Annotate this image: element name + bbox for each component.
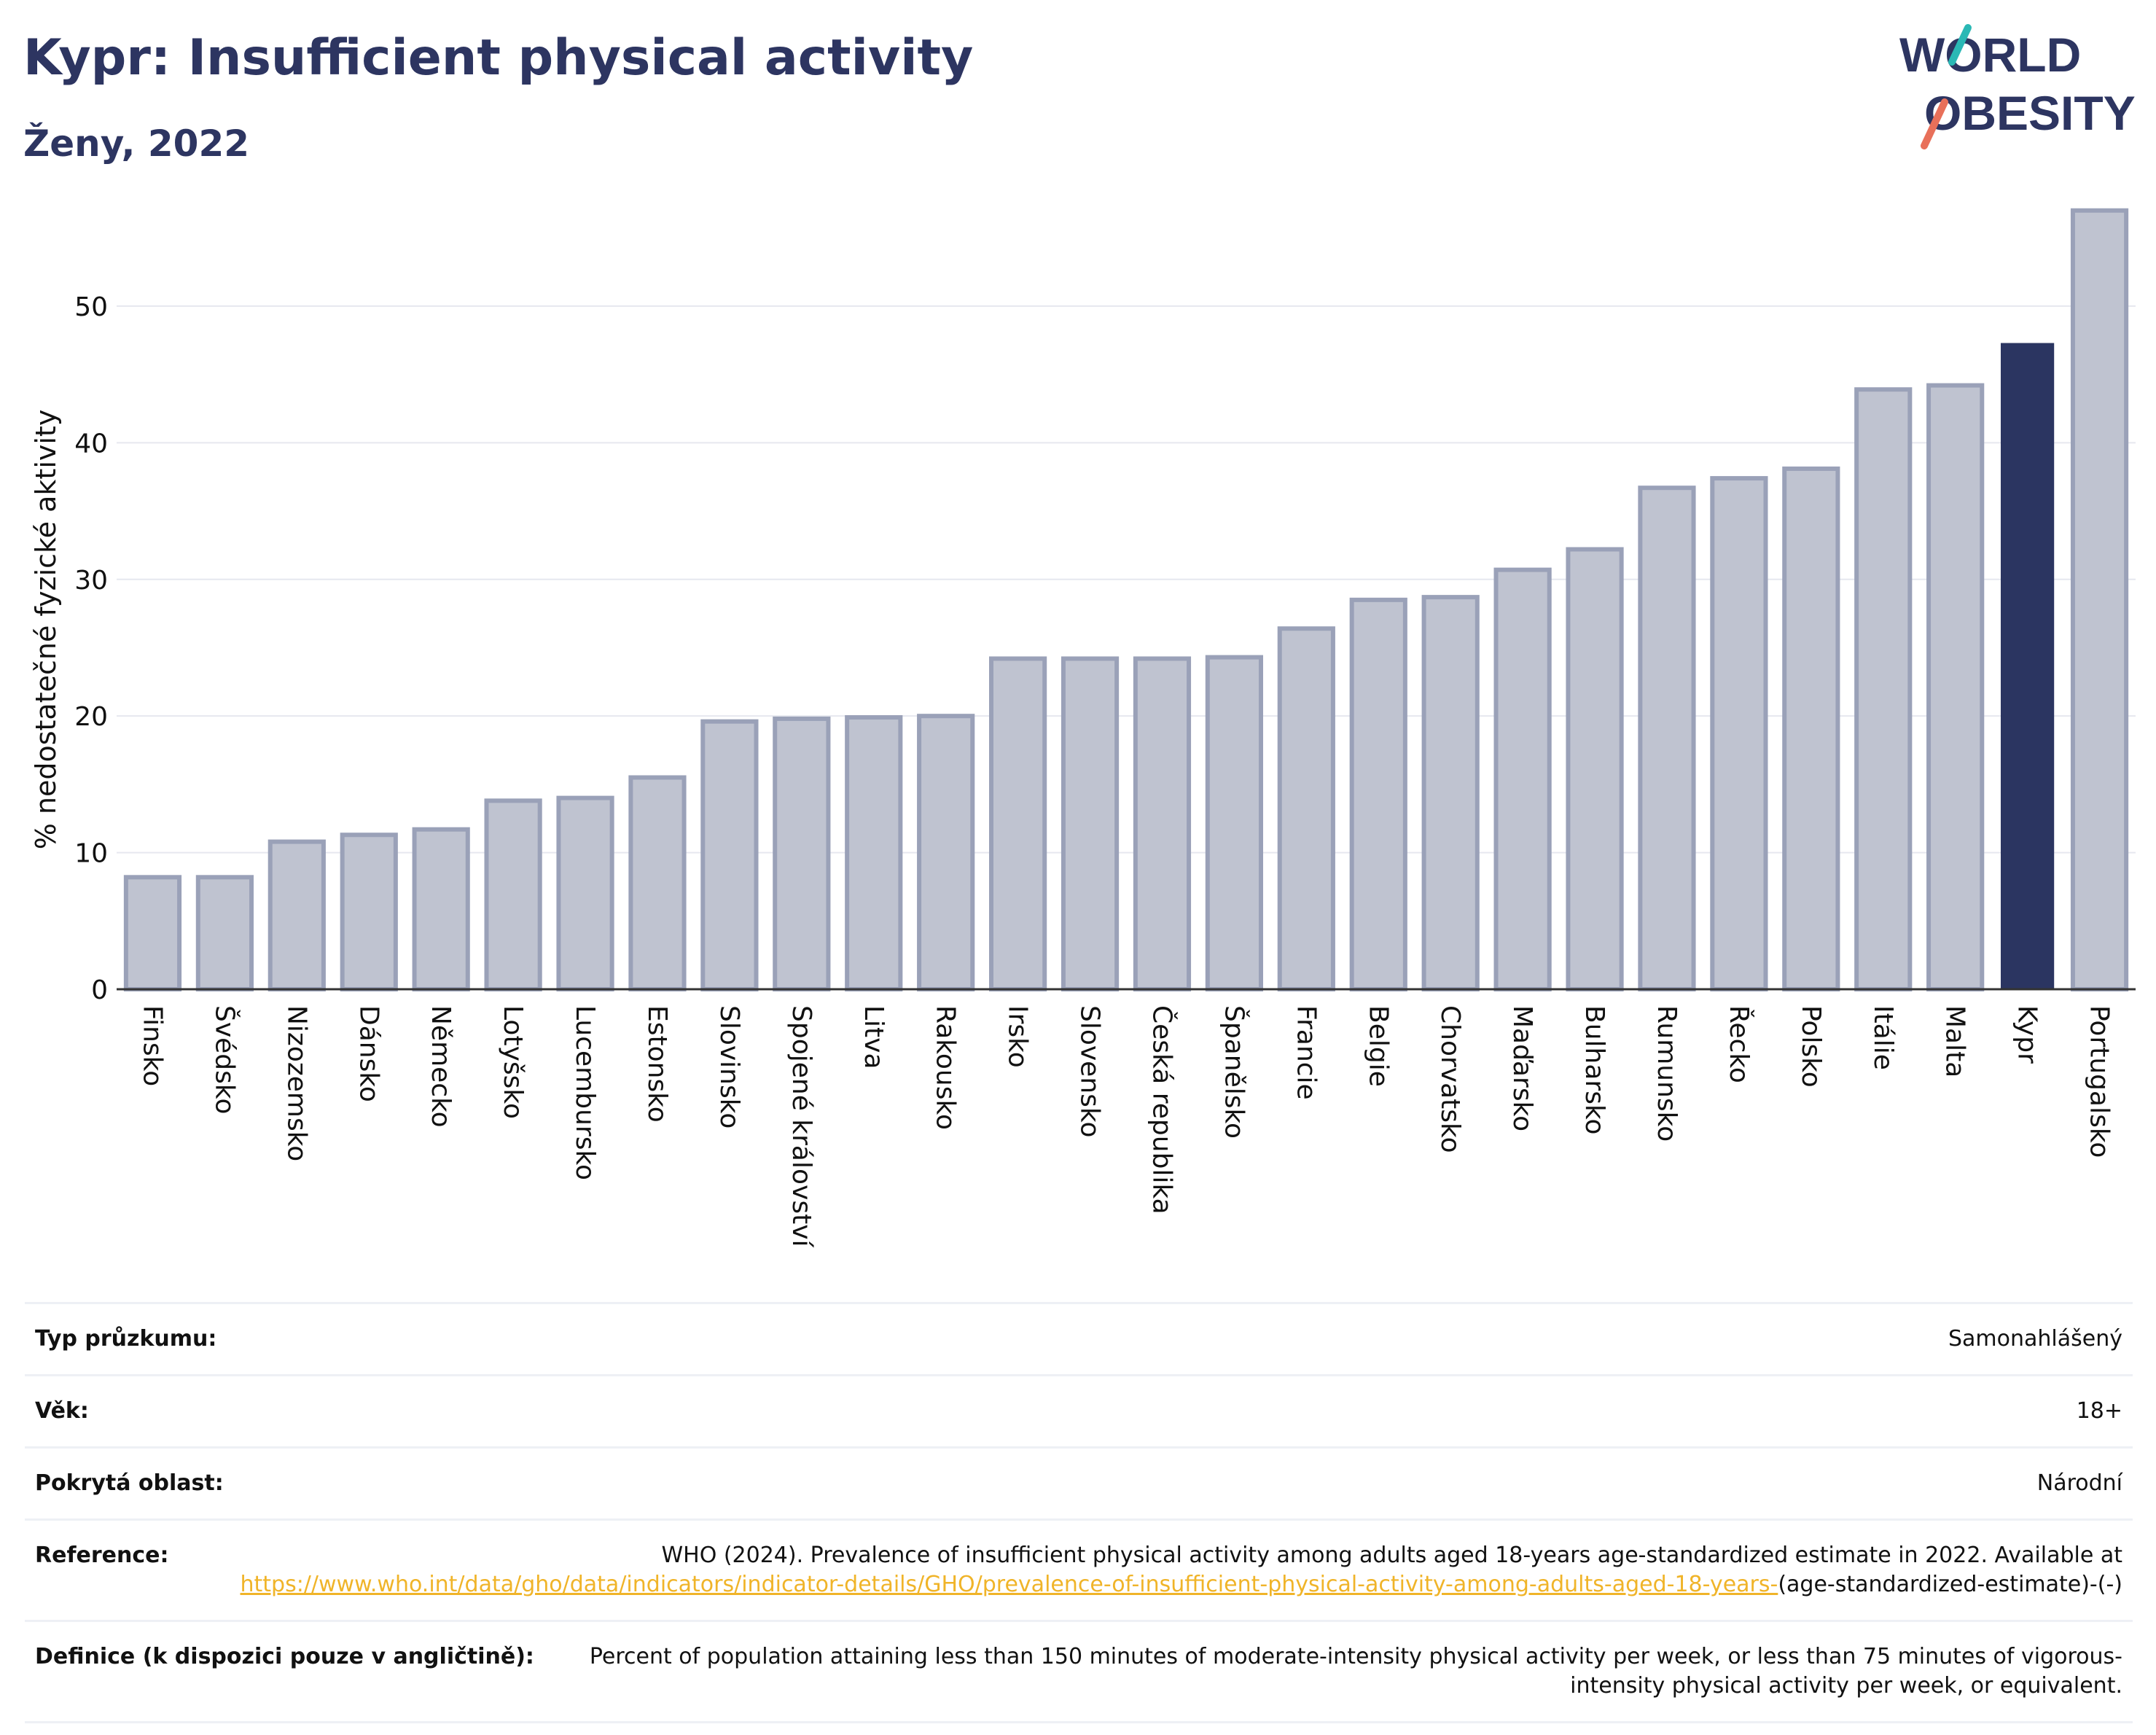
y-tick-label: 20 [74, 702, 108, 732]
bar-19[interactable] [1421, 595, 1480, 991]
bar-22[interactable] [1638, 486, 1696, 991]
page-subtitle: Ženy, 2022 [23, 122, 250, 165]
bar-14[interactable] [1061, 656, 1120, 991]
world-obesity-logo: WORLD OBESITY [1899, 24, 2136, 149]
bar-11[interactable] [845, 715, 903, 992]
x-tick-label: Portugalsko [2085, 1005, 2114, 1158]
age-value: 18+ [2076, 1398, 2122, 1424]
logo-line2: OBESITY [1924, 86, 2136, 140]
info-row-survey: Typ průzkumu: Samonahlášený [25, 1302, 2133, 1374]
x-tick-label: Švédsko [209, 1005, 240, 1115]
page-title: Kypr: Insufficient physical activity [23, 29, 974, 87]
bar-4[interactable] [340, 833, 398, 991]
x-tick-label: Estonsko [642, 1005, 672, 1123]
survey-type-value: Samonahlášený [1948, 1326, 2122, 1352]
reference-link[interactable]: https://www.who.int/data/gho/data/indica… [240, 1572, 1778, 1597]
definition-value: Percent of population attaining less tha… [589, 1644, 2122, 1699]
logo-slash-teal-icon [1948, 24, 1972, 66]
reference-suffix: (age-standardized-estimate)-(-) [1778, 1572, 2122, 1597]
x-tick-label: Spojené království [786, 1005, 816, 1248]
x-tick-label: Slovensko [1075, 1005, 1105, 1138]
x-tick-label: Lucembursko [570, 1005, 600, 1180]
x-tick-label: Irsko [1003, 1005, 1033, 1068]
x-tick-label: Nizozemsko [281, 1005, 311, 1161]
info-row-reference: Reference: WHO (2024). Prevalence of ins… [25, 1518, 2133, 1620]
bar-16[interactable] [1205, 655, 1263, 991]
reference-value: WHO (2024). Prevalence of insufficient p… [212, 1541, 2122, 1599]
coverage-label: Pokrytá oblast: [35, 1470, 224, 1496]
age-label: Věk: [35, 1398, 89, 1424]
x-tick-label: Belgie [1363, 1005, 1393, 1087]
x-tick-label: Lotyšsko [498, 1005, 528, 1119]
x-tick-label: Španělsko [1219, 1005, 1249, 1139]
info-row-coverage: Pokrytá oblast: Národní [25, 1446, 2133, 1518]
y-tick-labels: 0 10 20 30 40 50 [74, 292, 108, 1005]
x-tick-label: Kypr [2012, 1005, 2042, 1064]
x-tick-label: Malta [1940, 1005, 1970, 1077]
info-row-age: Věk: 18+ [25, 1374, 2133, 1446]
x-tick-label: Rumunsko [1652, 1005, 1682, 1142]
bar-3[interactable] [267, 839, 326, 992]
definition-label: Definice (k dispozici pouze v angličtině… [35, 1644, 534, 1669]
x-tick-label: Chorvatsko [1435, 1005, 1465, 1153]
info-row-definition: Definice (k dispozici pouze v angličtině… [25, 1620, 2133, 1723]
bar-20[interactable] [1493, 567, 1552, 991]
bars [117, 208, 2136, 992]
bar-21[interactable] [1566, 547, 1624, 991]
reference-label: Reference: [35, 1543, 169, 1568]
bar-12[interactable] [917, 714, 975, 991]
x-tick-label: Maďarsko [1507, 1005, 1537, 1131]
x-tick-label: Česká republika [1147, 1005, 1177, 1214]
y-tick-label: 0 [91, 975, 108, 1005]
x-tick-label: Německo [426, 1005, 456, 1128]
bar-5[interactable] [412, 827, 470, 991]
bar-27[interactable] [2001, 343, 2055, 990]
info-table: Typ průzkumu: Samonahlášený Věk: 18+ Pok… [25, 1302, 2133, 1723]
bar-6[interactable] [484, 798, 542, 992]
bar-17[interactable] [1277, 626, 1335, 991]
bar-18[interactable] [1349, 597, 1407, 991]
bar-25[interactable] [1854, 387, 1913, 991]
x-tick-label: Slovinsko [714, 1005, 744, 1128]
bar-15[interactable] [1133, 656, 1192, 991]
bar-28[interactable] [2070, 208, 2129, 992]
bar-13[interactable] [989, 656, 1047, 991]
y-tick-label: 50 [74, 292, 108, 322]
y-tick-label: 40 [74, 429, 108, 459]
bar-10[interactable] [773, 716, 831, 992]
logo-slash-coral-icon [1921, 98, 1948, 149]
x-tick-label: Bulharsko [1579, 1005, 1609, 1135]
x-tick-label: Řecko [1724, 1005, 1754, 1083]
x-tick-label: Francie [1291, 1005, 1321, 1100]
bar-24[interactable] [1782, 466, 1840, 991]
bar-7[interactable] [556, 795, 614, 992]
bar-1[interactable] [123, 875, 182, 991]
bar-8[interactable] [628, 775, 687, 992]
coverage-value: Národní [2036, 1470, 2122, 1496]
bar-23[interactable] [1710, 476, 1768, 991]
survey-type-label: Typ průzkumu: [35, 1326, 217, 1352]
bar-9[interactable] [700, 719, 759, 991]
y-axis-label: % nedostatečné fyzické aktivity [30, 410, 62, 850]
x-tick-label: Litva [859, 1005, 888, 1069]
reference-text: WHO (2024). Prevalence of insufficient p… [661, 1543, 2122, 1568]
logo-line1: WORLD [1899, 28, 2081, 82]
bar-chart: 0 10 20 30 40 50 Finsko Švédsko Nizozemsko Dánsk… [30, 208, 2136, 1248]
x-tick-label: Polsko [1796, 1005, 1826, 1088]
bar-26[interactable] [1926, 383, 1985, 991]
y-tick-label: 30 [74, 566, 108, 596]
x-tick-label: Rakousko [931, 1005, 961, 1130]
x-tick-label: Finsko [137, 1005, 167, 1086]
x-tick-label: Dánsko [354, 1005, 383, 1102]
bar-2[interactable] [195, 875, 254, 991]
x-tick-labels: Finsko Švédsko Nizozemsko Dánsko Německo Loty… [137, 1005, 2114, 1248]
x-tick-label: Itálie [1868, 1005, 1898, 1070]
y-tick-label: 10 [74, 839, 108, 869]
